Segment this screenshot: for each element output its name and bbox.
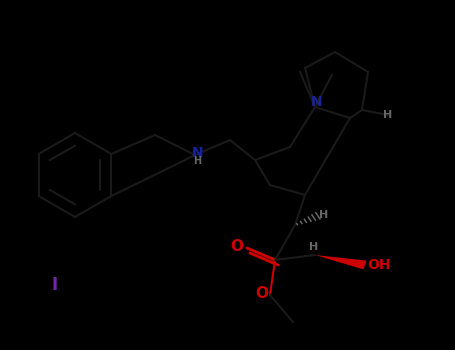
Text: O: O	[231, 239, 243, 254]
Text: H: H	[319, 210, 328, 220]
Text: O: O	[255, 286, 268, 301]
Text: N: N	[192, 146, 203, 160]
Text: H: H	[384, 110, 393, 120]
Text: N: N	[311, 95, 322, 109]
Text: I: I	[52, 276, 58, 294]
Polygon shape	[315, 255, 366, 270]
Text: H: H	[309, 242, 318, 252]
Text: H: H	[193, 156, 201, 166]
Text: OH: OH	[367, 258, 390, 272]
